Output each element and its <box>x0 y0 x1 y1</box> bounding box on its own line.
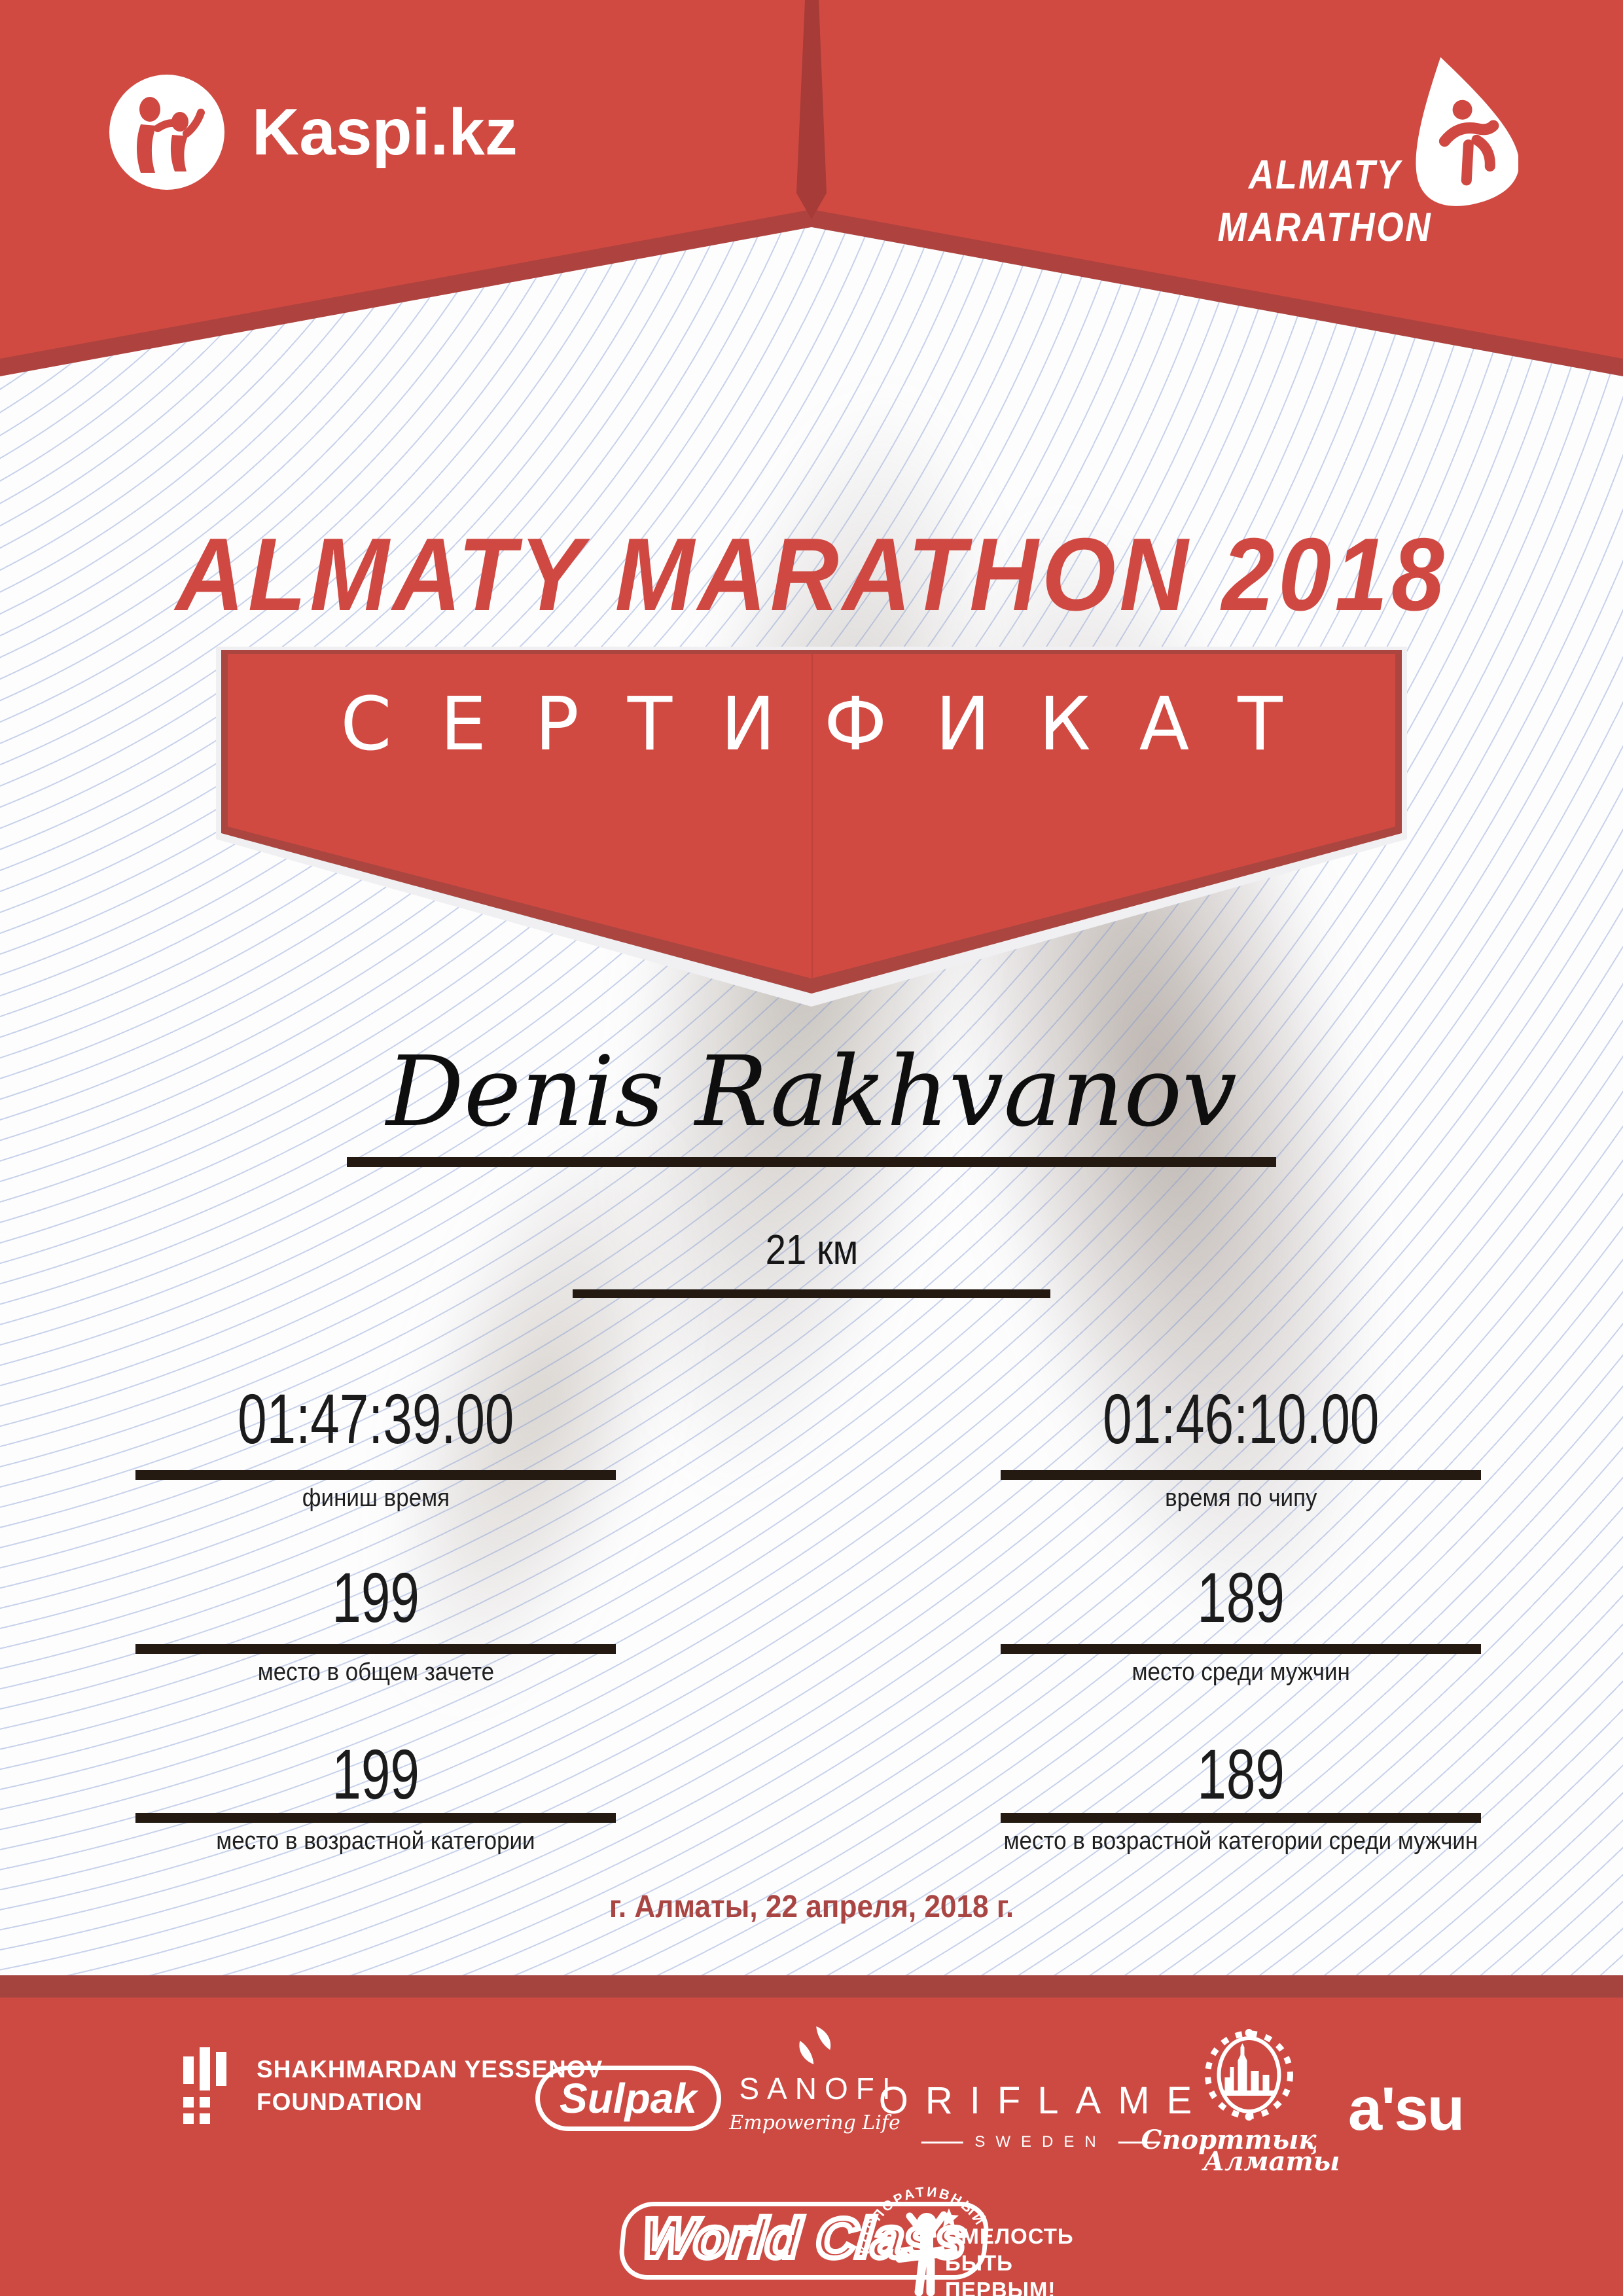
sanofi-name: SANOFI <box>739 2072 899 2106</box>
yessenov-foundation-line2: FOUNDATION <box>257 2088 423 2115</box>
stat-underline <box>1001 1644 1481 1654</box>
sport-almaty-line1: Спорттық <box>1141 2125 1317 2155</box>
stat-underline <box>1001 1470 1481 1480</box>
kaspi-logo-icon <box>109 75 224 190</box>
footer-sponsor-bar <box>0 1998 1623 2296</box>
sport-almaty-line2: Алматы <box>1203 2146 1340 2177</box>
stat-finish-time-label: финиш время <box>302 1484 450 1512</box>
fond-slogan-line2: БЫТЬ <box>945 2251 1013 2275</box>
kaspi-logo: Kaspi.kz <box>108 73 518 191</box>
almaty-marathon-line1: ALMATY <box>1249 152 1402 198</box>
oriflame-dash <box>1118 2141 1160 2144</box>
almaty-marathon-runner-icon <box>1416 57 1518 206</box>
runner-name: Denis Rakhvanov <box>386 1035 1237 1148</box>
distance-underline <box>573 1289 1050 1298</box>
yessenov-foundation-icon <box>183 2047 226 2124</box>
fond-slogan-line3: ПЕРВЫМ! <box>945 2278 1056 2296</box>
almaty-marathon-line2: MARATHON <box>1218 205 1433 250</box>
certificate-label: СЕРТИФИКАТ <box>340 682 1331 767</box>
event-date-location: г. Алматы, 22 апреля, 2018 г. <box>609 1890 1014 1924</box>
stat-chip-time: 01:46:10.00 <box>1102 1379 1380 1458</box>
sponsor-sanofi-logo: SANOFI Empowering Life <box>729 2025 901 2134</box>
distance: 21 км <box>765 1226 858 1273</box>
sanofi-tagline: Empowering Life <box>729 2111 901 2134</box>
stat-underline <box>135 1470 616 1480</box>
kaspi-logo-text: Kaspi.kz <box>252 95 518 169</box>
oriflame-dash <box>921 2141 963 2144</box>
stat-chip-time-label: время по чипу <box>1164 1484 1317 1512</box>
stat-men-place: 189 <box>1197 1558 1285 1637</box>
sponsor-sport-almaty-logo: Спорттық Алматы <box>1141 2028 1356 2177</box>
stat-finish-time: 01:47:39.00 <box>237 1379 514 1458</box>
stat-underline <box>135 1644 616 1654</box>
sponsor-sulpak-logo: Sulpak <box>535 2066 721 2131</box>
fond-slogan: СМЕЛОСТЬ БЫТЬ ПЕРВЫМ! <box>945 2223 1074 2296</box>
stat-age-category-place: 199 <box>332 1734 419 1814</box>
stat-age-category-place-label: место в возрастной категории <box>216 1827 535 1855</box>
sponsor-fond-emblem-icon: КОРПОРАТИВНЫЙ ФОНД <box>851 2174 989 2296</box>
oriflame-name: ORIFLAME <box>878 2079 1209 2122</box>
stat-overall-place: 199 <box>332 1558 419 1637</box>
fond-slogan-line1: СМЕЛОСТЬ <box>945 2224 1074 2248</box>
stat-age-category-men-place-label: место в возрастной категории среди мужчи… <box>1003 1827 1478 1855</box>
oriflame-sub: SWEDEN <box>974 2133 1107 2151</box>
stat-men-place-label: место среди мужчин <box>1132 1659 1350 1686</box>
stat-overall-place-label: место в общем зачете <box>257 1659 494 1686</box>
sponsor-asu-logo: a'su <box>1347 2074 1465 2143</box>
header-banner <box>0 0 1623 376</box>
sponsor-oriflame-logo: ORIFLAME SWEDEN <box>862 2079 1209 2151</box>
almaty-marathon-logo-text: ALMATY MARATHON <box>1171 149 1479 254</box>
stat-age-category-men-place: 189 <box>1197 1734 1285 1814</box>
stat-underline <box>1001 1813 1481 1823</box>
name-underline <box>347 1157 1276 1167</box>
page-title: ALMATY MARATHON 2018 <box>175 517 1448 632</box>
sport-almaty-emblem-icon <box>1204 2029 1293 2121</box>
certificate-shield <box>216 647 1407 1007</box>
sanofi-bird-icon <box>799 2026 830 2064</box>
stat-underline <box>135 1813 616 1823</box>
footer-shadow-band <box>0 1975 1623 1998</box>
